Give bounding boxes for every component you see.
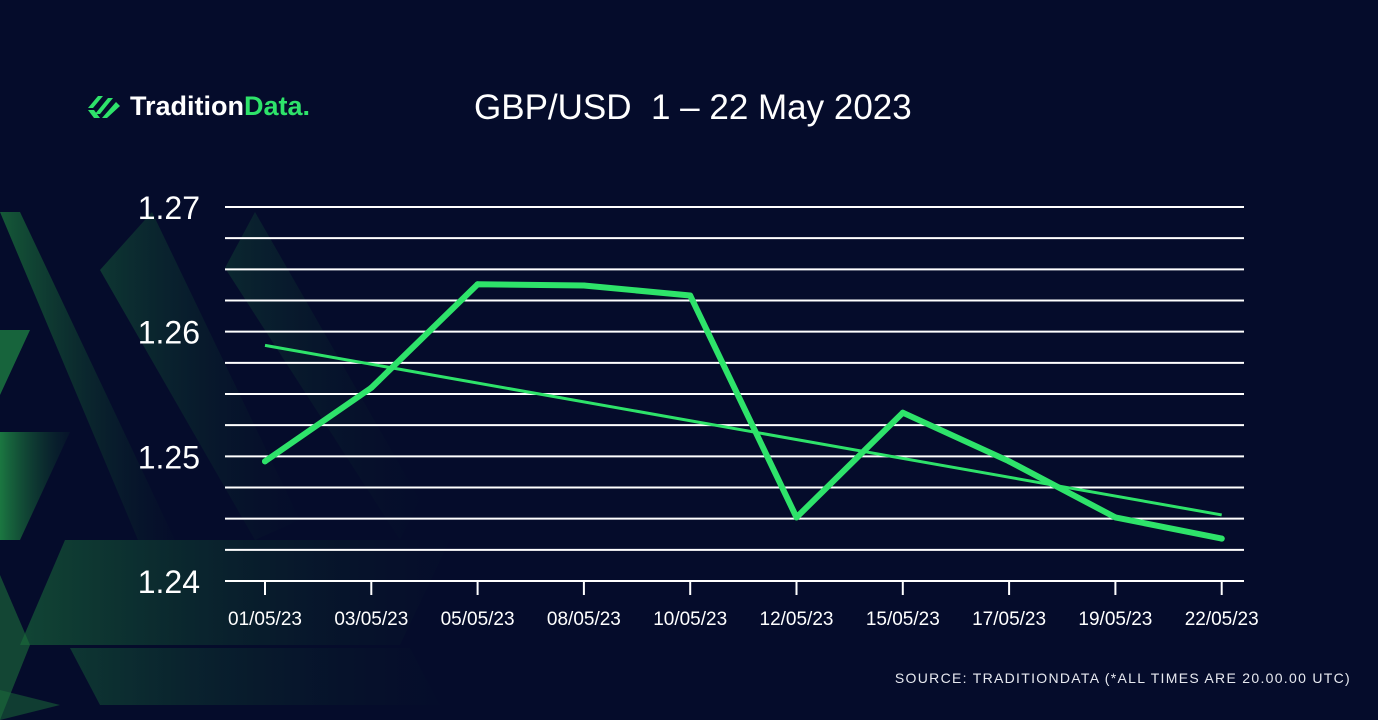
trend-line: [264, 343, 1222, 517]
y-tick-label: 1.27: [138, 190, 200, 226]
x-tick-label: 10/05/23: [653, 609, 727, 630]
x-tick-label: 15/05/23: [866, 609, 940, 630]
x-tick-label: 19/05/23: [1078, 609, 1152, 630]
logo-word-tradition: Tradition: [130, 90, 244, 121]
data-point: [474, 281, 481, 288]
logo-word-data: Data.: [244, 90, 311, 121]
x-tick-label: 17/05/23: [972, 609, 1046, 630]
data-point: [793, 514, 800, 521]
source-note: SOURCE: TRADITIONDATA (*ALL TIMES ARE 20…: [894, 670, 1351, 686]
x-tick-label: 05/05/23: [441, 609, 515, 630]
tradition-data-logo[interactable]: TraditionData.: [86, 88, 310, 124]
y-tick-label: 1.25: [138, 439, 200, 475]
data-point: [899, 409, 906, 416]
data-point: [1112, 514, 1119, 521]
data-point: [1006, 458, 1013, 465]
x-tick-label: 08/05/23: [547, 609, 621, 630]
y-tick-label: 1.24: [138, 564, 200, 600]
x-tick-label: 01/05/23: [228, 609, 302, 630]
data-point: [1218, 535, 1225, 542]
x-tick-label: 12/05/23: [760, 609, 834, 630]
data-point: [580, 282, 587, 289]
tradition-data-logo-icon: [88, 96, 120, 118]
x-tick-label: 03/05/23: [334, 609, 408, 630]
data-point: [262, 458, 268, 465]
data-point: [687, 292, 694, 299]
y-tick-label: 1.26: [138, 315, 200, 351]
logo-wordmark: TraditionData.: [130, 91, 310, 122]
chart-title: GBP/USD 1 – 22 May 2023: [474, 88, 912, 127]
series-line: [262, 281, 1225, 542]
data-point: [368, 384, 375, 391]
x-tick-label: 22/05/23: [1185, 609, 1259, 630]
